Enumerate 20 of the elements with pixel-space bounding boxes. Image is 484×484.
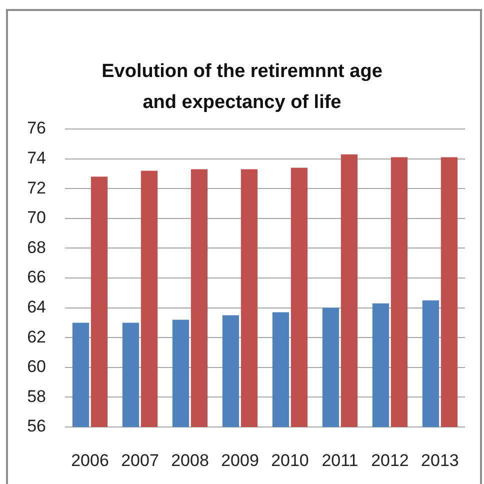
y-tick-label: 62	[27, 327, 46, 346]
y-tick-label: 66	[27, 268, 46, 287]
y-tick-label: 56	[27, 416, 46, 436]
x-tick-label: 2013	[421, 450, 459, 470]
x-tick-label: 2008	[171, 450, 209, 470]
x-tick-label: 2006	[71, 450, 109, 470]
x-tick-label: 2011	[322, 450, 358, 470]
y-tick-label: 74	[27, 148, 46, 168]
y-tick-label: 60	[27, 357, 46, 376]
x-tick-label: 2010	[271, 450, 309, 470]
x-tick-label: 2009	[221, 450, 259, 470]
y-tick-label: 76	[27, 118, 46, 138]
y-tick-label: 72	[27, 178, 46, 198]
chart-title: Evolution of the retiremnnt age and expectancy of life	[100, 60, 384, 115]
x-tick-label: 2007	[121, 450, 159, 470]
y-tick-label: 70	[27, 208, 46, 228]
x-tick-label: 2012	[371, 450, 409, 470]
y-tick-label: 58	[27, 386, 46, 406]
y-tick-label: 68	[27, 238, 46, 257]
y-tick-label: 64	[27, 297, 46, 316]
